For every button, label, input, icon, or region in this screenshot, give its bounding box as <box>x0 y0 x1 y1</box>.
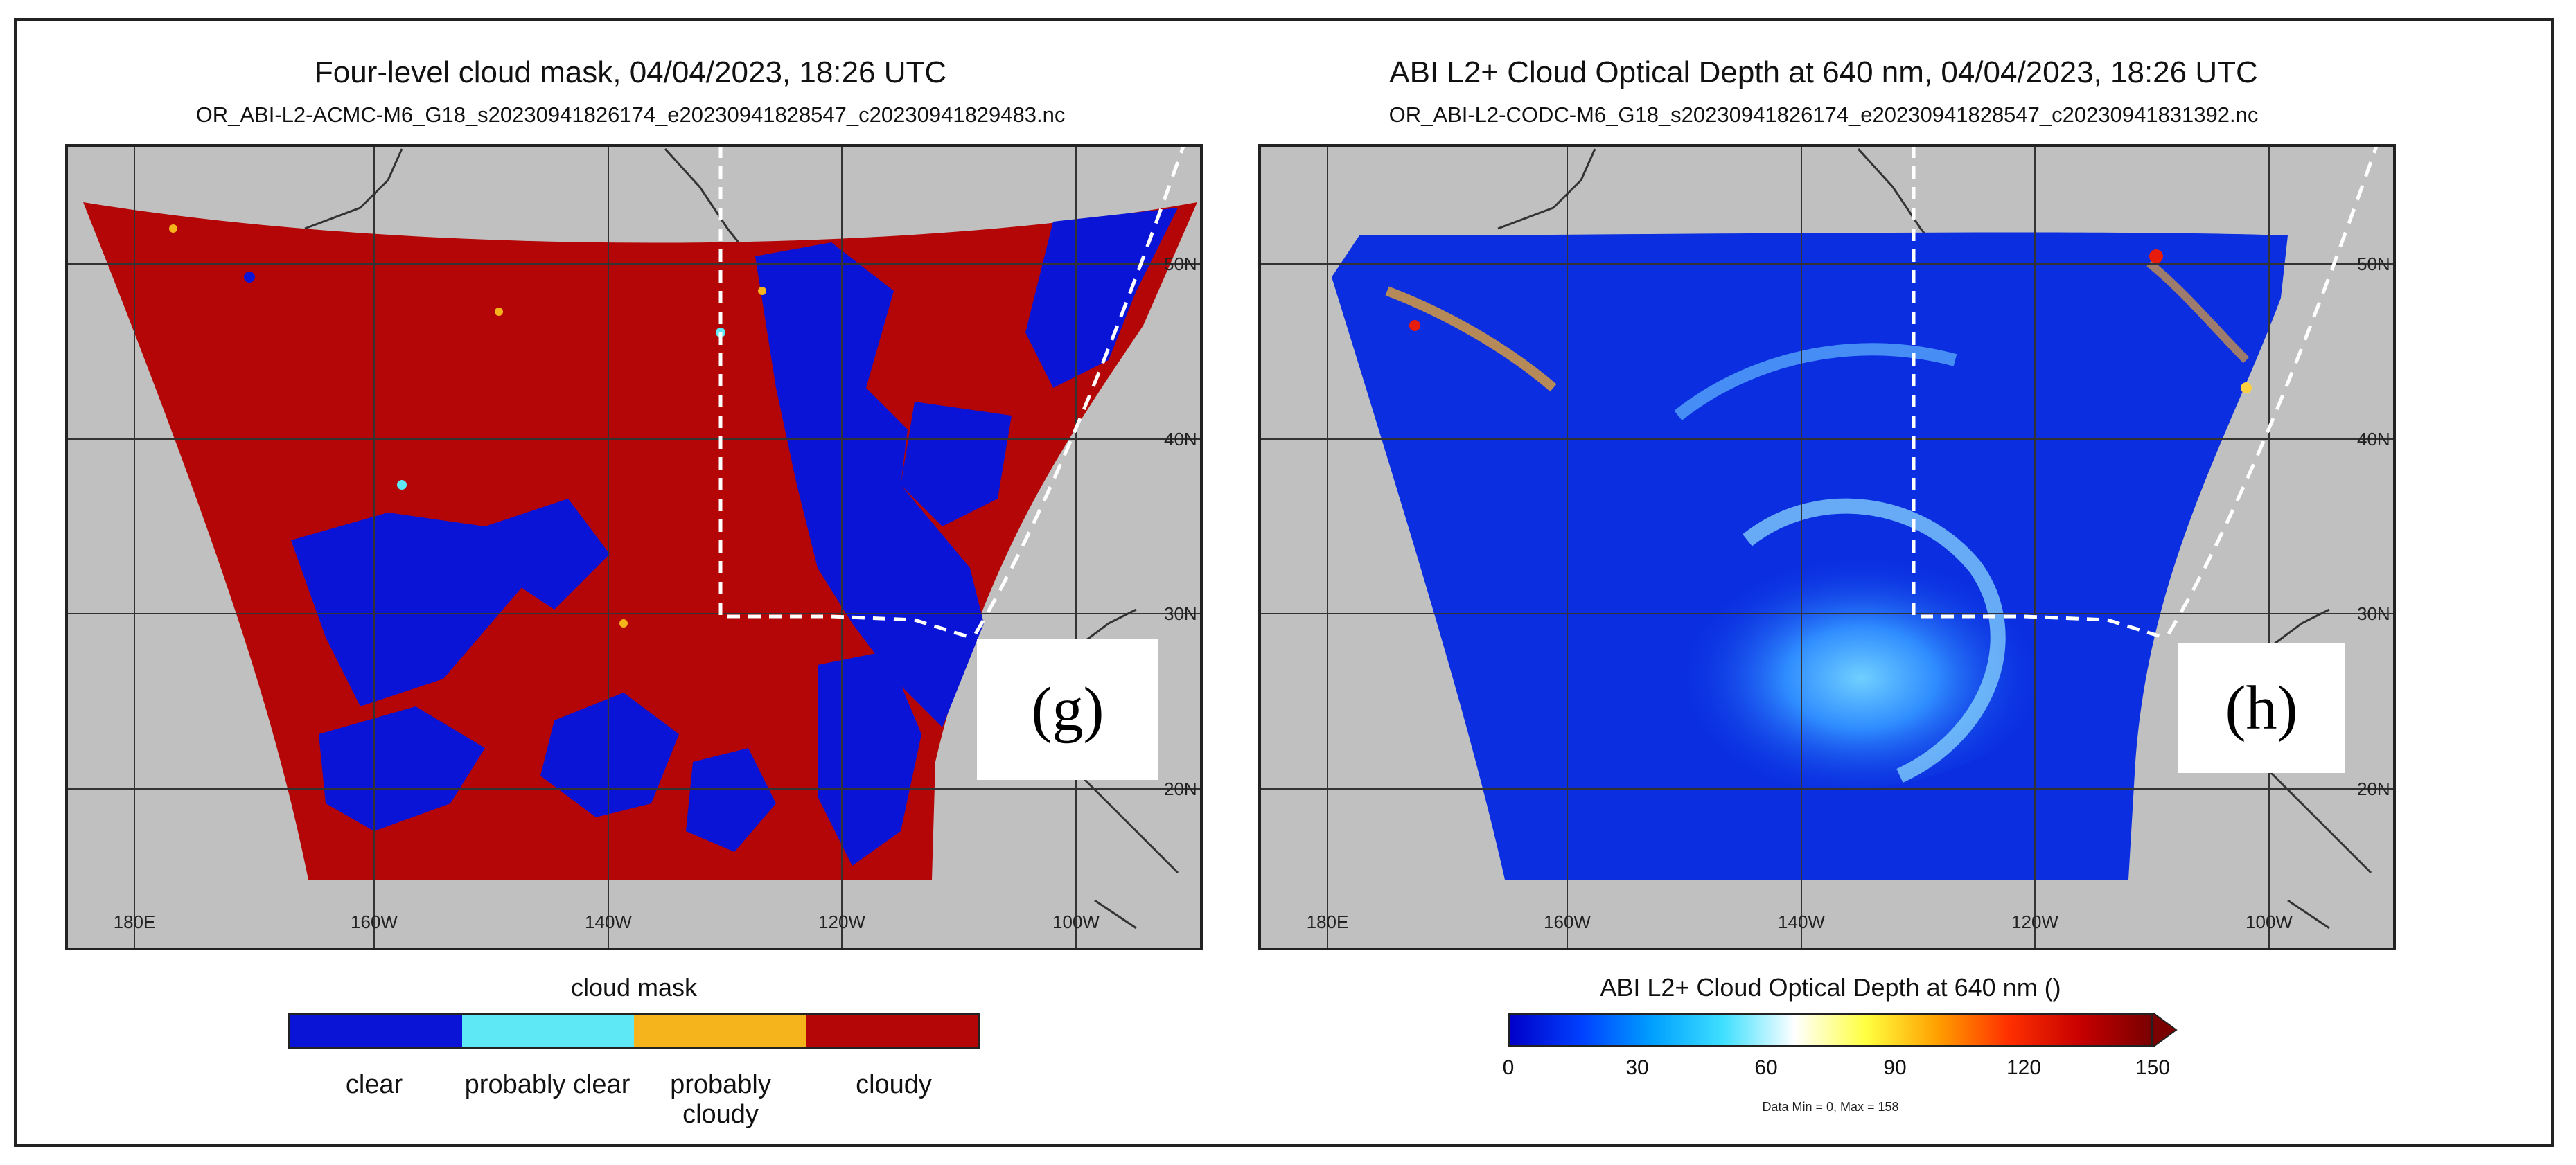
colorbar-tick-label: 30 <box>1625 1056 1649 1079</box>
disk-edge <box>2167 145 2379 635</box>
colorbar-extend-arrow <box>2153 1013 2178 1047</box>
lat-label: 40N <box>1164 429 1197 450</box>
speckle <box>619 619 628 628</box>
speckle <box>2149 249 2163 263</box>
thick-cloud <box>2146 260 2250 364</box>
lon-label: 120W <box>818 911 865 932</box>
speckle <box>2241 382 2252 393</box>
colorbar-tick-label: 150 <box>2135 1056 2171 1079</box>
colorbar-tick-label: 60 <box>1754 1056 1778 1079</box>
panel-filename: OR_ABI-L2-CODC-M6_G18_s20230941826174_e2… <box>1388 103 2259 127</box>
map-frame <box>65 144 1203 950</box>
speckle <box>169 224 177 233</box>
clear-patch <box>540 693 679 817</box>
colorbar-swatch-probably-cloudy <box>634 1015 806 1047</box>
lon-label: 120W <box>2011 911 2058 932</box>
cloud-band <box>1743 498 2006 783</box>
panel-title: ABI L2+ Cloud Optical Depth at 640 nm, 0… <box>1389 55 2258 89</box>
lon-label: 140W <box>585 911 632 932</box>
thick-cloud <box>1385 286 1557 392</box>
colorbar-swatch-clear <box>290 1015 462 1047</box>
clear-patch <box>485 499 610 610</box>
lat-label: 50N <box>2357 254 2390 274</box>
clear-patch <box>755 242 984 727</box>
speckle <box>244 272 255 283</box>
panel-title: Four-level cloud mask, 04/04/2023, 18:26… <box>314 55 947 89</box>
clear-patch <box>818 651 921 866</box>
cloud-band <box>1674 343 1957 421</box>
cloud-mask-map: 180E 160W 140W 120W 100W 50N 40N 30N 20N <box>65 144 1203 950</box>
data-range-footnote: Data Min = 0, Max = 158 <box>1762 1100 1899 1114</box>
colorbar-swatch-probably-clear <box>461 1015 634 1047</box>
panel-filename: OR_ABI-L2-ACMC-M6_G18_s20230941826174_e2… <box>195 103 1066 127</box>
cloud-mask-panel: Four-level cloud mask, 04/04/2023, 18:26… <box>0 0 1203 1165</box>
colorbar-tick-label: 0 <box>1502 1056 1515 1079</box>
clear-patch <box>901 402 1012 526</box>
lon-label: 140W <box>1778 911 1825 932</box>
colorbar-category: probably clear <box>464 1070 630 1099</box>
clear-patch <box>291 513 527 706</box>
disk-edge <box>973 145 1185 635</box>
lat-label: 30N <box>2357 603 2390 624</box>
lon-label: 160W <box>351 911 398 932</box>
colorbar-category: probably cloudy <box>670 1070 771 1129</box>
speckle <box>1409 320 1420 331</box>
panel-label-g: (g) <box>977 639 1158 780</box>
colorbar-category: clear <box>345 1070 403 1099</box>
optical-depth-panel: ABI L2+ Cloud Optical Depth at 640 nm, 0… <box>1193 0 2396 1165</box>
lon-label: 100W <box>1052 911 1100 932</box>
speckle <box>758 287 766 295</box>
cloudy-region <box>83 202 1197 880</box>
lon-label: 180E <box>114 911 156 932</box>
cloud-mask-colorbar <box>288 1013 980 1049</box>
speckle <box>495 308 503 316</box>
lat-label: 20N <box>2357 779 2390 799</box>
colorbar-category: cloudy <box>856 1070 932 1099</box>
speckle <box>397 480 407 490</box>
colorbar-title: cloud mask <box>570 973 698 1002</box>
lat-label: 20N <box>1164 779 1197 799</box>
colorbar-swatch-cloudy <box>806 1015 978 1047</box>
optical-depth-map: 180E 160W 140W 120W 100W 50N 40N 30N 20N <box>1258 144 2396 950</box>
colorbar-title: ABI L2+ Cloud Optical Depth at 640 nm () <box>1600 973 2061 1002</box>
lon-label: 160W <box>1544 911 1591 932</box>
map-frame <box>1258 144 2396 950</box>
dashed-boundary <box>1912 145 2164 639</box>
lat-label: 50N <box>1164 254 1197 274</box>
colorbar-tick-label: 120 <box>2006 1056 2042 1079</box>
dashed-boundary <box>718 145 971 639</box>
panel-label-h: (h) <box>2178 643 2345 773</box>
lon-label: 180E <box>1307 911 1349 932</box>
graticule <box>67 145 1201 949</box>
lat-label: 40N <box>2357 429 2390 450</box>
clear-patch <box>686 748 776 852</box>
colorbar-tick-label: 90 <box>1883 1056 1907 1079</box>
lon-label: 100W <box>2246 911 2293 932</box>
lat-label: 30N <box>1164 603 1197 624</box>
clear-patch <box>1025 208 1178 388</box>
graticule <box>1260 145 2394 949</box>
figure-border <box>14 18 2554 1147</box>
clear-patch <box>319 706 485 831</box>
optical-depth-colorbar <box>1508 1013 2153 1047</box>
